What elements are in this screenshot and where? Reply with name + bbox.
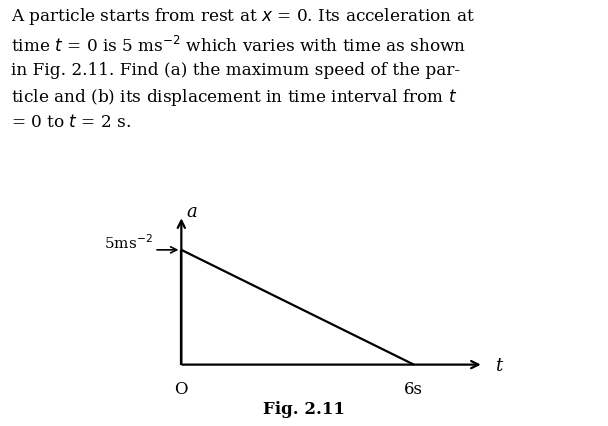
Text: A particle starts from rest at $x$ = 0. Its acceleration at
time $t$ = 0 is 5 ms: A particle starts from rest at $x$ = 0. … [11, 6, 475, 131]
Text: 5ms$^{-2}$: 5ms$^{-2}$ [103, 233, 152, 252]
Text: t: t [496, 356, 502, 374]
Text: Fig. 2.11: Fig. 2.11 [263, 400, 345, 417]
Text: a: a [186, 202, 197, 220]
Text: O: O [174, 380, 188, 397]
Text: 6s: 6s [404, 380, 423, 397]
